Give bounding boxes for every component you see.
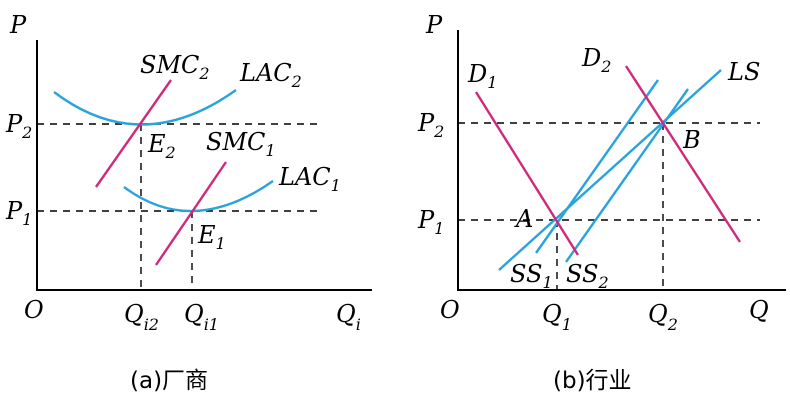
panel-b-caption: (b)行业	[553, 368, 632, 394]
point-b-label: B	[682, 126, 701, 154]
ss2-label: SS2	[566, 260, 609, 292]
smc1-label: SMC1	[206, 128, 276, 160]
panel-b-axes	[457, 30, 786, 291]
panel-a-origin-label: O	[24, 296, 44, 324]
e2-label: E2	[147, 130, 176, 162]
ls-label: LS	[727, 58, 760, 86]
d2-label: D2	[581, 44, 611, 76]
lac2-label: LAC2	[239, 59, 302, 91]
qi1-label: Qi1	[184, 300, 219, 334]
smc2-label: SMC2	[140, 51, 210, 83]
point-a-label: A	[514, 205, 533, 233]
q2-label: Q2	[648, 300, 678, 334]
panel-b-industry: P O Q P2 P1 D1 D2 LS B A SS1 SS2 Q1 Q2 (…	[417, 11, 786, 394]
panel-a-y-axis-label: P	[9, 11, 27, 39]
d1-label: D1	[467, 60, 497, 92]
d1-curve	[474, 91, 580, 256]
panel-a-firm: P O Qi P2 P1 SMC2 LAC2 SMC1 LAC1 E2 E1 Q…	[5, 11, 372, 394]
panel-b-y-axis-label: P	[425, 11, 443, 39]
panel-a-x-axis-label: Qi	[336, 300, 361, 334]
panel-a-p2-label: P2	[5, 110, 32, 142]
lac2-curve	[53, 89, 237, 126]
qi2-label: Qi2	[124, 300, 159, 334]
panel-b-p1-label: P1	[417, 206, 444, 238]
lac1-label: LAC1	[278, 163, 341, 195]
q1-label: Q1	[542, 300, 572, 334]
d2-curve	[624, 65, 742, 243]
smc1-curve	[155, 161, 227, 266]
panel-a-p1-label: P1	[5, 197, 32, 229]
e1-label: E1	[197, 221, 226, 253]
lac1-curve	[123, 180, 274, 213]
panel-b-p2-label: P2	[417, 109, 444, 141]
ss2-curve	[565, 88, 689, 263]
ss1-label: SS1	[510, 260, 553, 292]
smc2-curve	[95, 79, 172, 188]
panel-b-origin-label: O	[440, 296, 460, 324]
panel-a-caption: (a)厂商	[130, 368, 208, 394]
panel-b-x-axis-label: Q	[749, 296, 769, 324]
ls-curve	[498, 69, 722, 271]
ss1-curve	[535, 79, 659, 254]
